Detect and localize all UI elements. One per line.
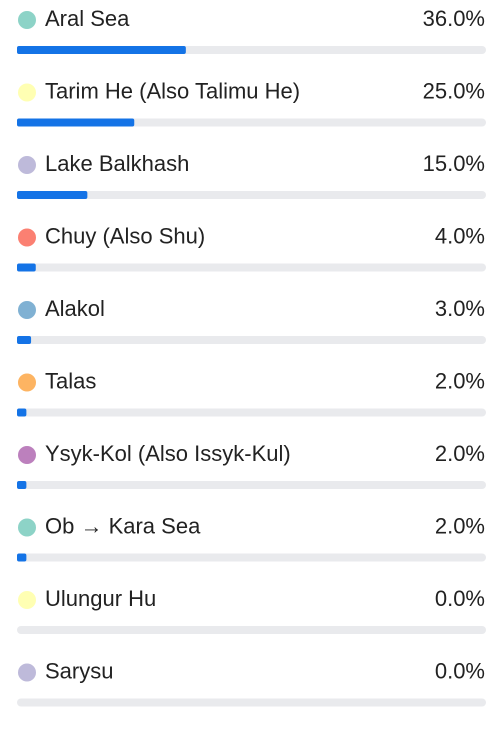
value-label: 2.0% xyxy=(435,441,485,466)
item-label: Alakol xyxy=(45,296,105,321)
legend-dot xyxy=(18,663,36,682)
item-label: Aral Sea xyxy=(45,6,130,31)
bar-track xyxy=(17,698,486,707)
value-label: 0.0% xyxy=(435,586,485,611)
legend-dot xyxy=(18,156,36,174)
bar xyxy=(17,408,27,417)
bar xyxy=(17,481,27,489)
bar-track xyxy=(17,481,486,489)
legend-dot xyxy=(18,11,36,29)
legend-dot xyxy=(18,228,36,247)
item-label: Tarim He (Also Talimu He) xyxy=(45,78,300,103)
value-label: 0.0% xyxy=(435,658,485,683)
value-label: 36.0% xyxy=(423,6,485,31)
legend-dot xyxy=(18,518,36,537)
item-label: Lake Balkhash xyxy=(45,151,189,176)
legend-dot xyxy=(18,83,36,102)
item-label: Sarysu xyxy=(45,658,113,683)
legend-dot xyxy=(18,446,36,464)
bar-track xyxy=(17,553,486,562)
item-label: Ob → Kara Sea xyxy=(45,513,201,538)
item-label: Chuy (Also Shu) xyxy=(45,223,205,248)
item-label: Ysyk-Kol (Also Issyk-Kul) xyxy=(45,441,291,466)
bar xyxy=(17,191,88,199)
value-label: 15.0% xyxy=(423,151,485,176)
legend-dot xyxy=(18,301,36,319)
bar-track xyxy=(17,408,486,417)
value-label: 2.0% xyxy=(435,368,485,393)
bar xyxy=(17,336,32,344)
bar xyxy=(17,263,36,272)
bar xyxy=(17,118,135,127)
legend-dot xyxy=(18,373,36,392)
bar-track xyxy=(17,191,486,199)
bar-track xyxy=(17,626,486,634)
item-label: Ulungur Hu xyxy=(45,586,156,611)
legend-dot xyxy=(18,591,36,609)
value-label: 2.0% xyxy=(435,513,485,538)
value-label: 4.0% xyxy=(435,223,485,248)
bar xyxy=(17,553,27,562)
value-label: 3.0% xyxy=(435,296,485,321)
bar xyxy=(17,46,186,54)
bar-track xyxy=(17,263,486,272)
item-label: Talas xyxy=(45,368,96,393)
bar-track xyxy=(17,336,486,344)
value-label: 25.0% xyxy=(423,78,485,103)
